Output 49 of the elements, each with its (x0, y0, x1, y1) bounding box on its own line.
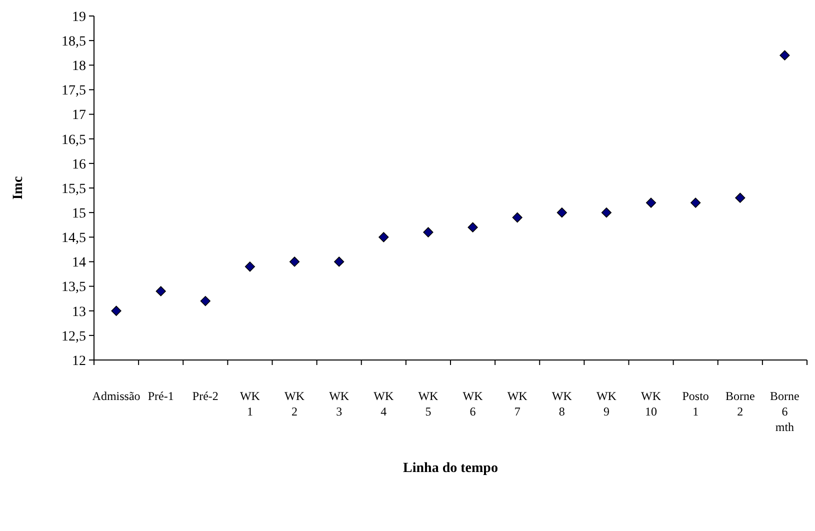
x-tick-label: WK 8 (552, 389, 572, 419)
x-tick-label: WK 9 (596, 389, 617, 419)
y-tick-label: 18 (72, 59, 86, 74)
x-tick-label: WK 3 (329, 389, 350, 419)
point (780, 50, 790, 60)
point (200, 296, 210, 306)
point (556, 208, 567, 218)
x-tick-label: Pré-1 (148, 389, 174, 403)
y-tick-label: 17,5 (62, 84, 86, 99)
point (646, 198, 656, 208)
y-tick-label: 12 (72, 354, 86, 369)
y-tick-label: 13,5 (62, 280, 86, 296)
x-tick-label: Pré-2 (192, 389, 218, 403)
x-tick-label: WK 6 (462, 389, 484, 419)
point (690, 198, 701, 208)
point (244, 262, 256, 272)
y-axis-title: Imc (11, 176, 26, 200)
y-tick-label: 18,5 (62, 34, 86, 50)
y-tick-label: 13 (72, 304, 86, 320)
point (289, 256, 300, 267)
x-tick-label: WK 1 (240, 389, 260, 419)
y-tick-label: 12,5 (62, 329, 86, 344)
x-axis-title: Linha do tempo (403, 461, 498, 476)
y-tick-label: 14,5 (62, 231, 86, 246)
x-tick-label: Posto 1 (682, 389, 709, 419)
x-tick-label: WK 10 (641, 389, 662, 419)
x-tick-label: Borne 6 mth (770, 389, 800, 434)
point (378, 232, 389, 242)
x-tick-label: WK 5 (418, 389, 439, 419)
y-tick-label: 16,5 (62, 132, 86, 148)
point (468, 222, 478, 232)
x-tick-label: WK 4 (374, 389, 394, 419)
point (111, 306, 122, 316)
y-tick-label: 16 (72, 157, 86, 172)
x-tick-label: Borne 2 (725, 389, 755, 419)
y-tick-label: 15 (72, 206, 86, 222)
y-tick-label: 19 (72, 10, 86, 25)
x-tick-label: Admissão (92, 389, 140, 403)
point (601, 208, 612, 218)
point (735, 192, 746, 203)
point (334, 256, 344, 267)
y-tick-label: 14 (72, 256, 86, 271)
point (512, 212, 522, 223)
x-tick-label: WK 7 (507, 389, 528, 419)
y-tick-label: 17 (72, 108, 86, 124)
point (423, 227, 434, 238)
point (156, 286, 166, 296)
y-tick-label: 15,5 (62, 182, 86, 197)
x-tick-label: WK 2 (284, 389, 305, 419)
